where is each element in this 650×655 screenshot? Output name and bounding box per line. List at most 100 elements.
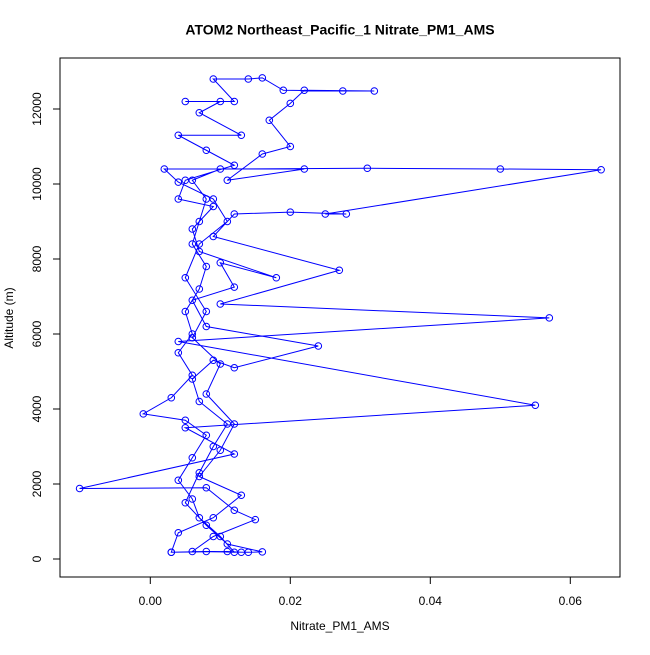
data-point	[339, 87, 347, 95]
data-point	[237, 131, 246, 140]
chart-title: ATOM2 Northeast_Pacific_1 Nitrate_PM1_AM…	[185, 22, 494, 38]
data-point	[244, 75, 253, 83]
data-point	[258, 74, 267, 82]
data-point	[209, 195, 218, 203]
data-point	[279, 86, 288, 95]
y-tick-label: 4000	[30, 395, 44, 422]
data-point	[188, 547, 197, 556]
data-point	[188, 375, 197, 383]
data-point	[223, 547, 232, 556]
data-point	[188, 225, 197, 233]
data-point	[167, 393, 176, 402]
data-point	[597, 165, 605, 174]
data-point	[216, 97, 225, 106]
data-point	[251, 515, 260, 524]
data-point	[230, 450, 239, 458]
data-point	[216, 165, 225, 173]
data-point	[181, 423, 190, 432]
data-point	[188, 296, 197, 305]
data-point	[174, 195, 183, 203]
data-point	[174, 348, 183, 357]
data-point	[216, 360, 225, 368]
data-point	[209, 442, 218, 451]
data-point	[300, 86, 309, 95]
data-point	[195, 247, 204, 256]
data-point	[202, 483, 211, 492]
data-point	[195, 472, 204, 481]
data-point	[195, 108, 204, 117]
data-point	[230, 97, 239, 106]
data-point	[181, 307, 190, 316]
data-point	[342, 210, 351, 218]
data-point	[209, 202, 218, 211]
data-point	[75, 484, 84, 493]
data-point	[160, 165, 169, 173]
data-point	[195, 468, 204, 477]
y-tick-label: 0	[30, 555, 44, 562]
data-point	[209, 532, 218, 541]
data-point	[265, 116, 274, 125]
data-point	[202, 521, 211, 530]
x-tick-label: 0.04	[419, 594, 443, 608]
data-point	[188, 330, 197, 338]
data-point	[209, 356, 218, 365]
data-point	[195, 285, 204, 293]
data-point	[195, 217, 204, 226]
y-tick-label: 12000	[30, 92, 44, 126]
data-point	[286, 99, 295, 108]
data-point	[223, 217, 232, 226]
x-tick-label: 0.02	[279, 594, 303, 608]
data-point	[139, 410, 148, 418]
data-point	[195, 397, 204, 406]
data-point	[230, 161, 239, 170]
data-point	[237, 548, 246, 557]
data-point	[202, 390, 211, 398]
data-point	[531, 401, 540, 410]
data-point	[209, 513, 218, 522]
data-point	[174, 178, 183, 186]
data-point	[237, 491, 246, 500]
data-point	[258, 150, 267, 158]
data-point	[181, 416, 190, 425]
data-point	[195, 240, 204, 248]
data-point	[202, 431, 211, 440]
x-tick-label: 0.06	[559, 594, 583, 608]
data-point	[188, 371, 197, 380]
data-point	[286, 208, 295, 216]
data-point	[202, 322, 211, 331]
y-tick-label: 10000	[30, 167, 44, 201]
data-point	[216, 446, 225, 455]
data-point	[174, 131, 183, 140]
data-point	[188, 333, 197, 342]
data-point	[202, 146, 211, 155]
data-point	[209, 232, 218, 241]
data-point	[335, 266, 344, 275]
data-point	[223, 176, 232, 185]
data-point	[209, 75, 218, 83]
y-tick-label: 8000	[30, 245, 44, 272]
x-axis-title: Nitrate_PM1_AMS	[290, 619, 389, 633]
data-point	[363, 164, 372, 173]
data-point	[181, 97, 190, 106]
data-point	[181, 498, 190, 507]
data-point	[272, 273, 281, 282]
data-point	[181, 176, 190, 185]
data-point	[167, 548, 176, 557]
data-point	[314, 342, 323, 350]
y-tick-label: 6000	[30, 320, 44, 347]
data-point	[188, 495, 197, 503]
data-point	[545, 314, 554, 322]
data-point	[202, 547, 211, 556]
data-point	[181, 273, 190, 282]
data-point	[188, 453, 197, 462]
data-point	[223, 540, 232, 548]
data-point	[258, 548, 267, 556]
data-point	[174, 476, 183, 485]
data-point	[230, 283, 239, 291]
data-point	[202, 262, 211, 271]
data-point	[496, 165, 505, 173]
y-tick-label: 2000	[30, 470, 44, 497]
data-point	[370, 87, 379, 95]
